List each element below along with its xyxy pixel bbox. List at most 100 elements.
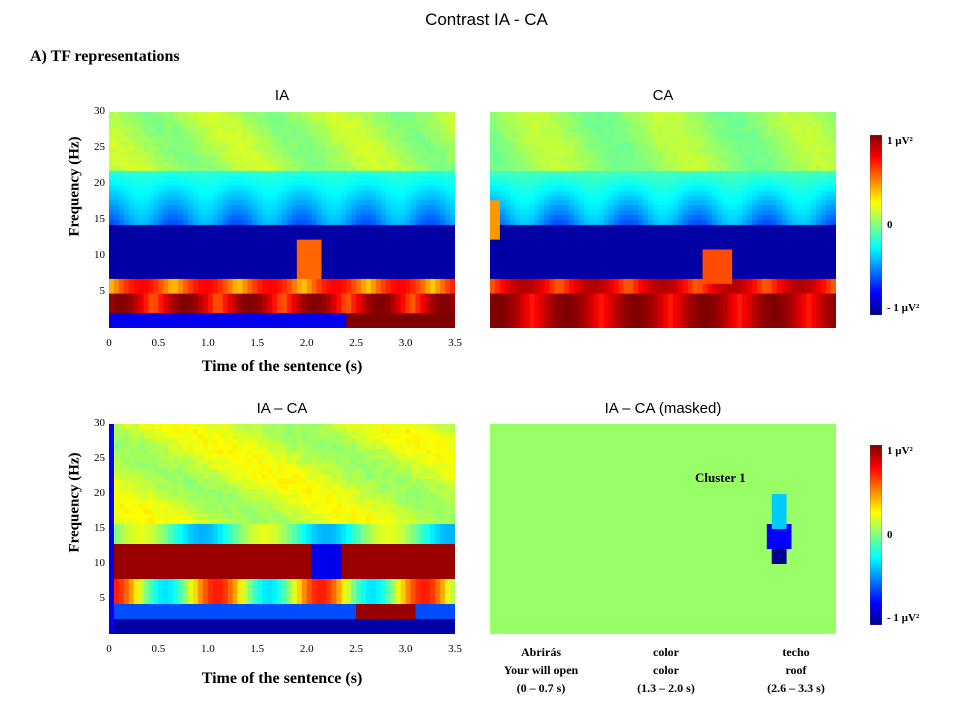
- ca-cell: [766, 195, 773, 201]
- ca-cell: [633, 229, 639, 236]
- ia-cell: [262, 259, 268, 265]
- ia-cell: [356, 121, 362, 128]
- ia-cell: [400, 175, 407, 182]
- ca-cell: [603, 205, 610, 211]
- ia-cell: [217, 303, 224, 309]
- ia-cell: [301, 205, 308, 211]
- ia-cell: [109, 298, 115, 305]
- ca-cell: [742, 190, 748, 197]
- ia-cell: [173, 141, 179, 147]
- ia-cell: [133, 249, 140, 255]
- ca-cell: [801, 126, 807, 133]
- ca-cell: [658, 229, 664, 236]
- ca-cell: [737, 112, 743, 118]
- ca-cell: [663, 220, 669, 226]
- ia-cell: [410, 215, 417, 221]
- ca-cell: [593, 175, 600, 182]
- ia-cell: [321, 170, 328, 177]
- ca-cell: [766, 116, 773, 123]
- ca-cell: [682, 170, 689, 177]
- ia-cell: [143, 170, 150, 177]
- ca-cell: [672, 215, 679, 221]
- ia-cell: [123, 239, 130, 246]
- ca-cell: [677, 224, 684, 231]
- ia-cell: [301, 215, 308, 221]
- ia-cell: [390, 308, 397, 314]
- ia-cell: [188, 141, 194, 147]
- ca-cell: [534, 141, 541, 147]
- ca-cell: [544, 180, 550, 187]
- ia-cell: [143, 303, 150, 309]
- ia-cell: [356, 161, 362, 167]
- ca-cell: [490, 185, 496, 192]
- ia-cell: [336, 190, 342, 197]
- ia-cell: [435, 274, 441, 280]
- ia-cell: [178, 136, 184, 143]
- ia-cell: [118, 303, 125, 309]
- ia-cell: [237, 141, 244, 147]
- ia-cell: [128, 131, 135, 138]
- ia-cell: [321, 244, 328, 251]
- ca-cell: [628, 175, 634, 182]
- ia-cell: [123, 210, 130, 216]
- ia-cell: [247, 215, 253, 221]
- ca-cell: [504, 185, 511, 192]
- ia-cell: [361, 293, 367, 300]
- ia-cell: [306, 161, 313, 167]
- ia-cell: [346, 283, 352, 290]
- ca-cell: [618, 151, 625, 157]
- ia-cell: [415, 249, 421, 255]
- ia-cell: [375, 190, 382, 197]
- ca-cell: [658, 224, 664, 231]
- ca-cell: [549, 146, 555, 152]
- ia-cell: [143, 136, 150, 143]
- ia-cell: [445, 259, 451, 265]
- ia-cell: [222, 234, 229, 241]
- ia-cell: [346, 259, 352, 265]
- ia-cell: [247, 278, 253, 285]
- ca-cell: [603, 141, 610, 147]
- ia-cell: [450, 166, 455, 172]
- ca-cell: [761, 170, 768, 177]
- ca-cell: [628, 200, 634, 206]
- ia-cell: [262, 244, 268, 251]
- ia-cell: [296, 185, 303, 192]
- ia-cell: [296, 323, 303, 328]
- ia-cell: [440, 146, 446, 152]
- ca-cell: [529, 185, 536, 192]
- ca-cell: [687, 161, 694, 167]
- ia-cell: [123, 205, 130, 211]
- ca-cell: [747, 141, 753, 147]
- ia-cell: [366, 121, 372, 128]
- ia-cell: [282, 264, 288, 270]
- ia-cell: [405, 210, 412, 216]
- ia-cell: [286, 259, 293, 265]
- ia-cell: [143, 200, 150, 206]
- ca-cell: [667, 234, 674, 241]
- ia-cell: [247, 210, 253, 216]
- ia-cell: [193, 180, 199, 187]
- ca-cell: [549, 166, 555, 172]
- ca-cell: [722, 215, 728, 221]
- ia-cell: [267, 220, 273, 226]
- ca-cell: [574, 121, 580, 128]
- ia-cell: [301, 210, 308, 216]
- ca-cell: [781, 205, 788, 211]
- ca-cell: [509, 215, 516, 221]
- ia-cell: [133, 283, 140, 290]
- ia-cell: [430, 151, 436, 157]
- ia-cell: [356, 136, 362, 143]
- ia-cell: [286, 278, 293, 285]
- ca-cell: [564, 224, 570, 231]
- ca-cell: [623, 190, 629, 197]
- ia-cell: [400, 244, 407, 251]
- ia-cell: [163, 180, 169, 187]
- ca-cell: [490, 141, 496, 147]
- ca-cell: [549, 141, 555, 147]
- ia-cell: [450, 205, 455, 211]
- ca-cell: [742, 170, 748, 177]
- ia-cell: [321, 185, 328, 192]
- ia-cell: [133, 112, 140, 118]
- ia-cell: [123, 224, 130, 231]
- ia-cell: [331, 210, 337, 216]
